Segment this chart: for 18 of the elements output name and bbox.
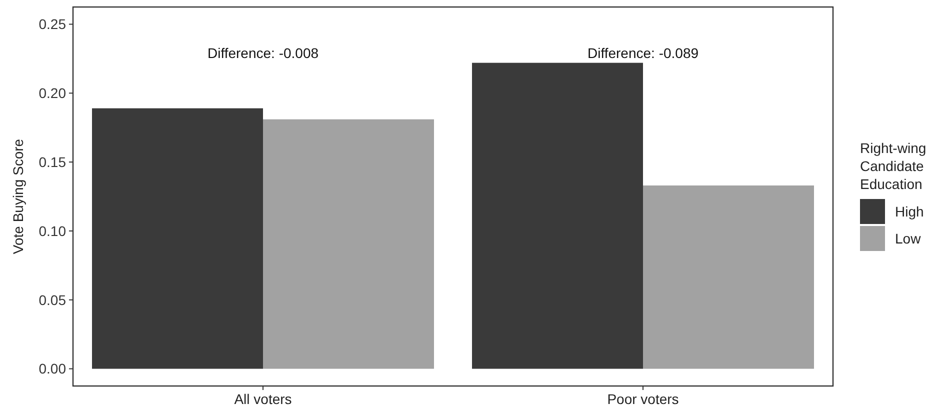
- legend-title: Right-wing Candidate Education: [860, 140, 926, 192]
- x-tick-label: Poor voters: [607, 391, 679, 407]
- x-tick-label: All voters: [234, 391, 292, 407]
- y-tick-label: 0.15: [38, 154, 66, 170]
- bar: [643, 185, 814, 369]
- y-tick-label: 0.05: [38, 292, 66, 308]
- annotation: Difference: -0.008: [207, 44, 319, 61]
- legend-label: Low: [895, 230, 922, 246]
- y-tick-label: 0.00: [38, 360, 66, 377]
- y-tick-label: 0.20: [38, 85, 66, 102]
- y-axis-title: Vote Buying Score: [10, 138, 26, 254]
- y-tick-label: 0.10: [38, 222, 66, 239]
- bar: [472, 62, 643, 369]
- bar: [92, 108, 263, 369]
- bar: [263, 119, 434, 369]
- legend-label: High: [895, 203, 924, 220]
- annotation: Difference: -0.089: [587, 44, 699, 61]
- y-tick-label: 0.25: [38, 16, 66, 32]
